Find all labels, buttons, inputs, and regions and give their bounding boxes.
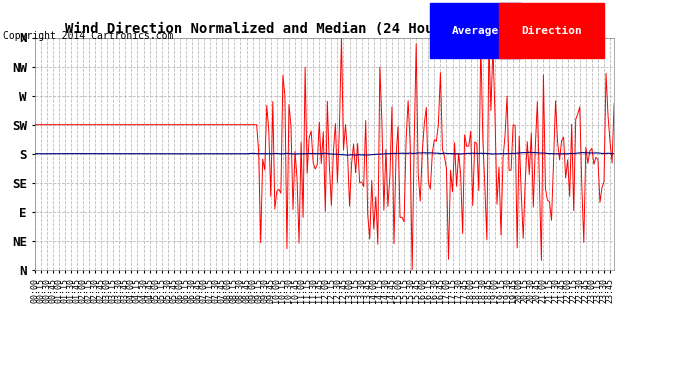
Text: Direction: Direction <box>521 26 582 36</box>
Text: Copyright 2014 Cartronics.com: Copyright 2014 Cartronics.com <box>3 32 174 41</box>
Title: Wind Direction Normalized and Median (24 Hours) (New) 20140718: Wind Direction Normalized and Median (24… <box>65 22 584 36</box>
Text: Average: Average <box>452 26 499 36</box>
